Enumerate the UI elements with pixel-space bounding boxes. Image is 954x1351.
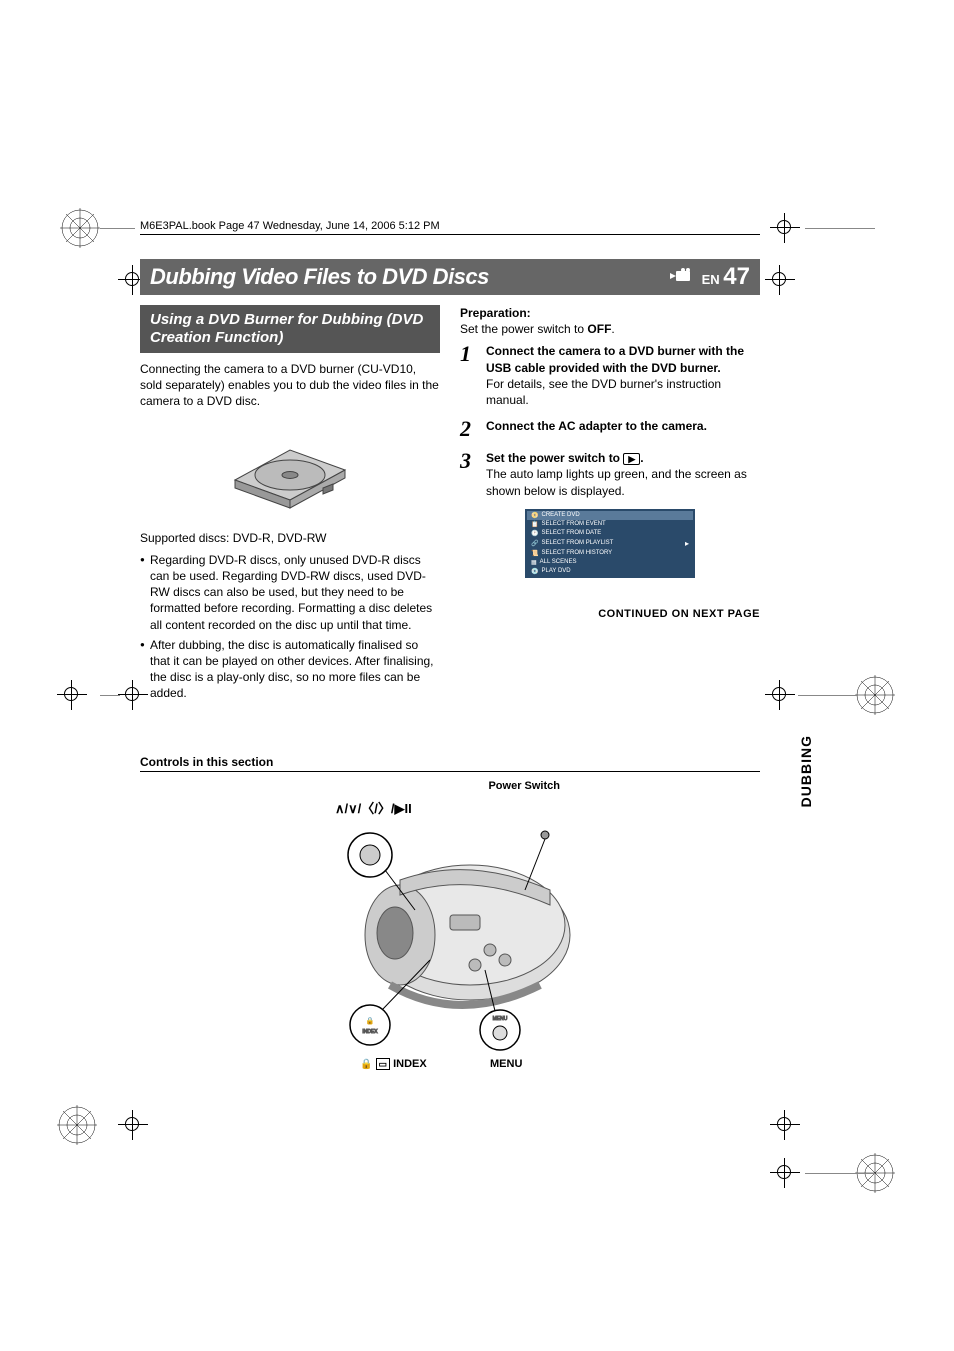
- crosshair-mark: [118, 1110, 148, 1140]
- registration-mark: [855, 675, 895, 715]
- camcorder-illustration: 🔒 INDEX MENU: [300, 795, 600, 1065]
- step-3: 3 Set the power switch to ▶. The auto la…: [460, 450, 760, 499]
- lcd-menu-item: 🕐SELECT FROM DATE: [527, 529, 693, 538]
- step-2: 2 Connect the AC adapter to the camera.: [460, 418, 760, 440]
- lcd-menu-header: 📀CREATE DVD: [527, 511, 693, 520]
- crosshair-mark: [765, 680, 795, 710]
- camera-icon: [670, 267, 694, 288]
- registration-mark: [57, 1105, 97, 1145]
- step-number: 2: [460, 418, 478, 440]
- left-column: Using a DVD Burner for Dubbing (DVD Crea…: [140, 305, 440, 705]
- preparation-text: Set the power switch to: [460, 322, 587, 336]
- trim-line: [805, 228, 875, 229]
- step-number: 3: [460, 450, 478, 499]
- preparation-off: OFF: [587, 322, 611, 336]
- controls-title: Controls in this section: [140, 755, 760, 772]
- bullet-item: After dubbing, the disc is automatically…: [140, 637, 440, 702]
- trim-line: [798, 695, 858, 696]
- step-bold: Set the power switch to ▶.: [486, 451, 644, 465]
- page-number: EN 47: [702, 263, 750, 291]
- crosshair-mark: [770, 213, 800, 243]
- trim-line: [100, 228, 135, 229]
- step-bold: Connect the AC adapter to the camera.: [486, 419, 707, 433]
- lcd-menu-item: ▦ALL SCENES: [527, 558, 693, 567]
- title-bar: Dubbing Video Files to DVD Discs EN 47: [140, 259, 760, 295]
- preparation: Preparation: Set the power switch to OFF…: [460, 305, 760, 337]
- svg-text:🔒: 🔒: [366, 1017, 375, 1025]
- page-content: M6E3PAL.book Page 47 Wednesday, June 14,…: [140, 220, 760, 1070]
- intro-text: Connecting the camera to a DVD burner (C…: [140, 361, 440, 410]
- crosshair-mark: [765, 265, 795, 295]
- lcd-menu-item: 🔗SELECT FROM PLAYLIST▸: [527, 538, 693, 549]
- section-tab: DUBBING: [798, 735, 814, 807]
- step-text: The auto lamp lights up green, and the s…: [486, 467, 747, 497]
- lcd-menu-item: 📋SELECT FROM EVENT: [527, 520, 693, 529]
- supported-discs: Supported discs: DVD-R, DVD-RW: [140, 530, 440, 546]
- preparation-label: Preparation:: [460, 306, 531, 320]
- controls-diagram: Power Switch ∧/∨/〈/〉/▶II 🔒 ▭ INDEX MENU: [300, 780, 600, 1070]
- svg-text:MENU: MENU: [493, 1016, 508, 1022]
- lcd-screen: 📀CREATE DVD 📋SELECT FROM EVENT 🕐SELECT F…: [525, 509, 695, 578]
- svg-text:INDEX: INDEX: [362, 1029, 378, 1035]
- right-column: Preparation: Set the power switch to OFF…: [460, 305, 760, 705]
- step-number: 1: [460, 343, 478, 408]
- page-title: Dubbing Video Files to DVD Discs: [150, 264, 489, 290]
- continued-label: CONTINUED ON NEXT PAGE: [460, 608, 760, 620]
- crosshair-mark: [770, 1158, 800, 1188]
- controls-section: Controls in this section Power Switch ∧/…: [140, 755, 760, 1070]
- trim-line: [805, 1173, 875, 1174]
- power-switch-label: Power Switch: [488, 780, 560, 792]
- step-bold: Connect the camera to a DVD burner with …: [486, 344, 744, 374]
- section-header: Using a DVD Burner for Dubbing (DVD Crea…: [140, 305, 440, 353]
- trim-line: [100, 695, 120, 696]
- step-text: For details, see the DVD burner's instru…: [486, 377, 721, 407]
- play-icon: ▶: [623, 453, 640, 465]
- bullet-item: Regarding DVD-R discs, only unused DVD-R…: [140, 552, 440, 633]
- lcd-menu-item: 📜SELECT FROM HISTORY: [527, 549, 693, 558]
- dvd-burner-illustration: [215, 420, 365, 520]
- crosshair-mark: [770, 1110, 800, 1140]
- crosshair-mark: [57, 680, 87, 710]
- bullet-list: Regarding DVD-R discs, only unused DVD-R…: [140, 552, 440, 702]
- lcd-menu-item: 💿PLAY DVD: [527, 567, 693, 576]
- registration-mark: [60, 208, 100, 248]
- manual-page: DUBBING M6E3PAL.book Page 47 Wednesday, …: [0, 0, 954, 1351]
- book-header: M6E3PAL.book Page 47 Wednesday, June 14,…: [140, 220, 760, 235]
- page-num-value: 47: [723, 263, 750, 290]
- step-1: 1 Connect the camera to a DVD burner wit…: [460, 343, 760, 408]
- page-lang: EN: [702, 272, 720, 287]
